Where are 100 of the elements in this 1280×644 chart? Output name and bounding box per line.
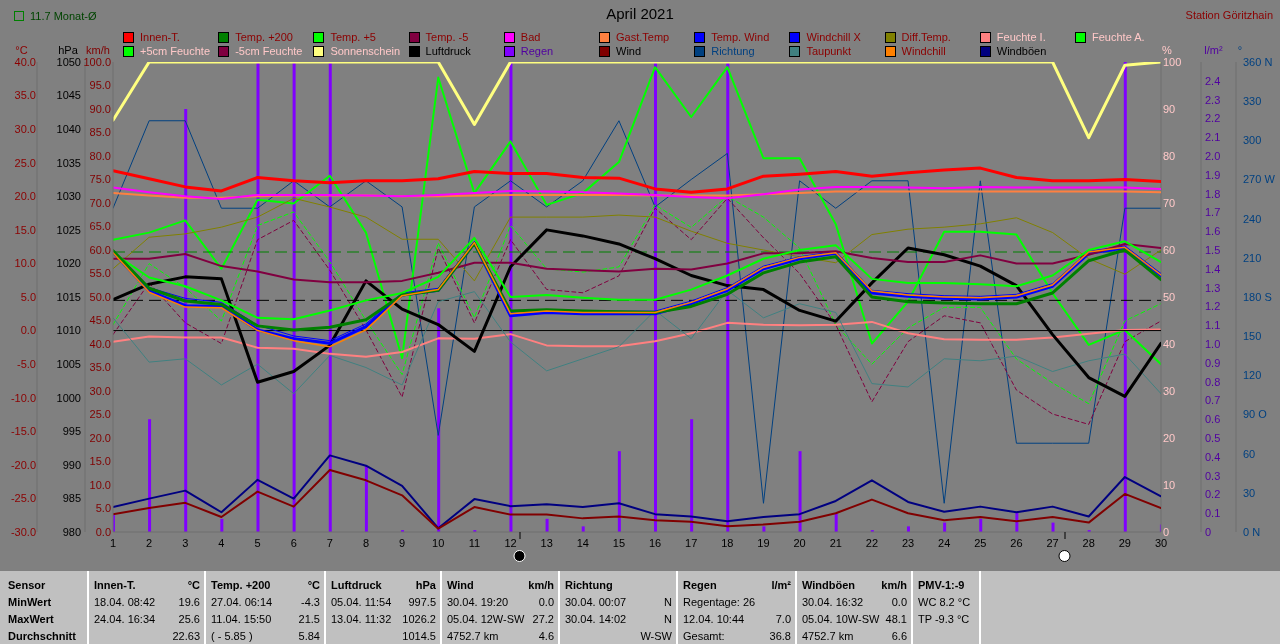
y2-axis-title: l/m² — [1204, 44, 1223, 56]
x-tick-label: 23 — [901, 536, 915, 549]
y2-tick-label: 2.3 — [1205, 93, 1221, 106]
y2-tick-label: 1.1 — [1205, 319, 1221, 332]
text: °C — [307, 578, 320, 593]
y-tick-label: -30.0 — [10, 525, 36, 538]
legend-label: Windböen — [996, 45, 1047, 58]
x-tick-label: 30 — [1154, 536, 1168, 549]
text: 30.04. 14:02 — [565, 612, 627, 627]
text: 7.0 — [775, 612, 791, 627]
text: 11.04. 15:50 — [211, 612, 272, 627]
y2-tick-label: 0.3 — [1205, 469, 1221, 482]
y3-tick-label: 0.0 — [95, 525, 111, 538]
x-tick-label: 21 — [829, 536, 842, 549]
y2-tick-label: 0.7 — [1205, 394, 1221, 407]
y2-tick-label: 1010 — [56, 324, 81, 337]
y-tick-label: -15.0 — [10, 425, 36, 438]
y2-tick-label: 1.6 — [1205, 225, 1221, 238]
x-tick-label: 18 — [721, 536, 734, 549]
legend-label: Gast.Temp — [616, 31, 670, 44]
text: 05.04. 12W-SW — [447, 612, 525, 627]
y2-tick-label: 1035 — [56, 156, 81, 169]
y3-tick-label: 55.0 — [89, 267, 111, 280]
x-tick-label: 28 — [1082, 536, 1095, 549]
text: 0.0 — [538, 595, 554, 610]
text: TP -9.3 °C — [918, 612, 970, 627]
y-tick-label: 90 — [1163, 102, 1176, 115]
text: Temp. +200 — [211, 578, 271, 593]
y3-axis-title: km/h — [86, 44, 110, 56]
legend-label: 11.7 Monat-Ø — [30, 10, 97, 22]
y3-tick-label: 90 O — [1243, 408, 1268, 421]
y2-tick-label: 0.9 — [1205, 356, 1221, 369]
y2-tick-label: 995 — [62, 425, 81, 438]
y2-tick-label: 1.5 — [1205, 243, 1221, 256]
legend-label: Temp. +5 — [330, 31, 376, 44]
text: 18.04. 08:42 — [94, 595, 156, 610]
text: Innen-T. — [94, 578, 136, 593]
y-tick-label: 0.0 — [20, 324, 36, 337]
legend-label: Wind — [616, 45, 642, 58]
y-axis-title: % — [1162, 44, 1173, 56]
text: 30.04. 16:32 — [802, 595, 864, 610]
y3-tick-label: 85.0 — [89, 126, 111, 139]
text: 30.04. 00:07 — [565, 595, 627, 610]
text: -4.3 — [301, 595, 320, 610]
text: l/m² — [771, 578, 791, 593]
text: 12.04. 10:44 — [683, 612, 745, 627]
y-tick-label: 10.0 — [14, 257, 36, 270]
y-tick-label: 40.0 — [14, 55, 36, 68]
y3-tick-label: 75.0 — [89, 173, 111, 186]
y-tick-label: -20.0 — [10, 458, 36, 471]
text: Luftdruck — [331, 578, 382, 593]
y2-tick-label: 1.2 — [1205, 300, 1221, 313]
x-tick-label: 13 — [540, 536, 553, 549]
text: km/h — [881, 578, 907, 593]
y2-tick-label: 1045 — [56, 89, 81, 102]
x-tick-label: 12 — [504, 536, 517, 549]
legend-label: Diff.Temp. — [901, 31, 951, 44]
text: MinWert — [8, 595, 52, 610]
text: Regentage: 26 — [683, 595, 756, 610]
y2-tick-label: 1.0 — [1205, 337, 1221, 350]
y-tick-label: -25.0 — [10, 492, 36, 505]
y2-tick-label: 0.6 — [1205, 413, 1221, 426]
text: 24.04. 16:34 — [94, 612, 156, 627]
y2-tick-label: 0.2 — [1205, 488, 1221, 501]
y-tick-label: 60 — [1163, 243, 1176, 256]
text: 27.04. 06:14 — [211, 595, 273, 610]
legend-label: Sonnenschein — [330, 45, 401, 58]
x-tick-label: 11 — [468, 536, 481, 549]
y3-tick-label: 100.0 — [83, 55, 111, 68]
text: Wind — [447, 578, 474, 593]
text: MaxWert — [8, 612, 54, 627]
x-tick-label: 8 — [362, 536, 370, 549]
legend-label: Windchill — [901, 45, 946, 58]
y2-tick-label: 1050 — [56, 55, 81, 68]
text: N — [664, 595, 672, 610]
y2-tick-label: 0.8 — [1205, 375, 1221, 388]
y-tick-label: 100 — [1163, 55, 1182, 68]
text: 22.63 — [172, 629, 200, 644]
y3-tick-label: 60 — [1243, 447, 1256, 460]
text: Station Göritzhain — [1185, 9, 1273, 21]
x-tick-label: 2 — [146, 536, 153, 549]
y3-tick-label: 240 — [1243, 212, 1262, 225]
text: 4752.7 km — [802, 629, 854, 644]
y-tick-label: 50 — [1163, 290, 1176, 303]
y-axis-title: °C — [15, 44, 28, 56]
y3-tick-label: 360 N — [1243, 55, 1273, 68]
y-tick-label: 35.0 — [14, 89, 36, 102]
y-tick-label: 30.0 — [14, 123, 36, 136]
y3-tick-label: 120 — [1243, 369, 1262, 382]
legend-label: Luftdruck — [425, 45, 471, 58]
legend-label: -5cm Feuchte — [235, 45, 303, 58]
y-tick-label: 80 — [1163, 149, 1176, 162]
x-tick-label: 24 — [938, 536, 951, 549]
y3-tick-label: 300 — [1243, 134, 1262, 147]
y2-tick-label: 1.8 — [1205, 187, 1221, 200]
y-tick-label: 40 — [1163, 337, 1176, 350]
y3-tick-label: 330 — [1243, 95, 1262, 108]
x-tick-label: 26 — [1010, 536, 1023, 549]
x-tick-label: 10 — [432, 536, 445, 549]
y3-tick-label: 20.0 — [89, 431, 111, 444]
